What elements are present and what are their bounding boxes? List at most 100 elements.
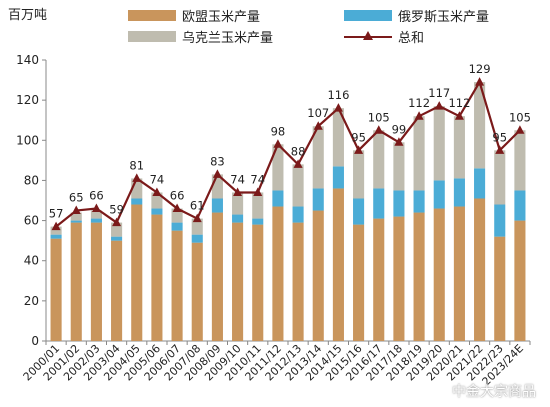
legend-item-eu: 欧盟玉米产量 bbox=[128, 6, 260, 25]
bar-eu bbox=[353, 224, 365, 341]
bar-ua bbox=[232, 192, 244, 215]
total-data-label: 105 bbox=[509, 110, 531, 124]
bar-ru bbox=[514, 190, 526, 221]
total-data-label: 116 bbox=[327, 88, 349, 102]
bar-ua bbox=[373, 130, 385, 189]
bar-ru bbox=[70, 220, 82, 223]
total-data-label: 66 bbox=[170, 189, 185, 203]
bar-ru bbox=[171, 222, 183, 231]
bar-ru bbox=[353, 198, 365, 225]
legend-label-eu: 欧盟玉米产量 bbox=[182, 10, 261, 25]
bar-ru bbox=[272, 190, 284, 207]
bar-ru bbox=[151, 208, 163, 215]
bar-ru bbox=[393, 190, 405, 217]
bar-eu bbox=[433, 208, 445, 341]
total-marker bbox=[132, 173, 142, 182]
total-data-label: 66 bbox=[89, 189, 104, 203]
bar-ua bbox=[70, 212, 82, 221]
total-data-label: 83 bbox=[210, 154, 225, 168]
total-data-label: 112 bbox=[408, 96, 430, 110]
bar-ru bbox=[453, 178, 465, 207]
bar-eu bbox=[413, 212, 425, 341]
y-tick-label: 40 bbox=[24, 254, 39, 268]
bar-ru bbox=[252, 218, 264, 225]
bar-eu bbox=[332, 188, 344, 341]
y-tick-label: 0 bbox=[31, 334, 39, 348]
total-marker bbox=[253, 187, 263, 196]
legend-swatch-ua bbox=[128, 31, 176, 42]
bar-ua bbox=[514, 130, 526, 191]
bar-ru bbox=[292, 206, 304, 223]
bar-ru bbox=[232, 214, 244, 223]
bar-ua bbox=[353, 150, 365, 199]
total-marker bbox=[51, 221, 61, 231]
bar-ua bbox=[272, 144, 284, 191]
bar-eu bbox=[90, 222, 102, 341]
watermark: 中金大宗商品 bbox=[452, 384, 536, 400]
legend-item-ru: 俄罗斯玉米产量 bbox=[344, 6, 489, 25]
legend-label-ru: 俄罗斯玉米产量 bbox=[398, 10, 490, 25]
total-marker bbox=[212, 169, 222, 178]
total-marker bbox=[91, 203, 101, 213]
bar-ua bbox=[312, 126, 324, 189]
bar-eu bbox=[151, 214, 163, 341]
bar-eu bbox=[232, 222, 244, 341]
total-marker bbox=[374, 125, 384, 134]
bar-ru bbox=[90, 218, 102, 223]
total-marker bbox=[233, 187, 243, 196]
bar-eu bbox=[373, 218, 385, 341]
bar-ru bbox=[111, 236, 123, 241]
legend-line-marker bbox=[344, 31, 392, 42]
total-data-label: 105 bbox=[368, 110, 390, 124]
y-tick-label: 60 bbox=[24, 214, 39, 228]
total-marker bbox=[71, 205, 81, 215]
y-tick-label: 140 bbox=[16, 53, 39, 67]
total-line-layer bbox=[51, 77, 525, 231]
bar-ua bbox=[171, 208, 183, 223]
bars-layer bbox=[50, 82, 526, 341]
bar-ru bbox=[312, 188, 324, 211]
bar-eu bbox=[272, 206, 284, 341]
total-data-label: 95 bbox=[492, 130, 507, 144]
bar-ua bbox=[393, 142, 405, 191]
legend-label-total: 总和 bbox=[398, 31, 425, 46]
bar-eu bbox=[252, 224, 264, 341]
bar-eu bbox=[70, 222, 82, 341]
total-marker bbox=[293, 159, 303, 168]
total-marker bbox=[112, 217, 122, 227]
bar-ru bbox=[191, 234, 203, 243]
legend-swatch-eu bbox=[128, 10, 176, 21]
bar-ua bbox=[453, 116, 465, 179]
bar-eu bbox=[191, 242, 203, 341]
bar-ua bbox=[211, 174, 223, 199]
bar-ua bbox=[151, 192, 163, 209]
total-data-label: 95 bbox=[351, 130, 366, 144]
total-marker bbox=[454, 111, 464, 120]
bar-ua bbox=[252, 192, 264, 219]
bar-eu bbox=[111, 240, 123, 341]
total-data-label: 74 bbox=[230, 172, 245, 186]
axes-layer: 0 20 40 60 80 100 120 140 bbox=[16, 53, 531, 348]
bar-eu bbox=[312, 210, 324, 341]
bar-ua bbox=[131, 178, 143, 199]
legend-swatch-ru bbox=[344, 10, 392, 21]
total-data-label: 74 bbox=[250, 172, 265, 186]
bar-ru bbox=[494, 204, 506, 237]
bar-ru bbox=[211, 198, 223, 213]
total-data-label: 117 bbox=[428, 86, 450, 100]
total-marker bbox=[172, 203, 182, 213]
bar-ru bbox=[50, 234, 62, 239]
total-data-label: 129 bbox=[469, 62, 491, 76]
bar-ua bbox=[433, 106, 445, 181]
bar-ua bbox=[50, 226, 62, 235]
bar-ru bbox=[474, 168, 486, 199]
total-data-label: 57 bbox=[49, 207, 64, 221]
total-marker bbox=[495, 145, 505, 154]
legend-item-ua: 乌克兰玉米产量 bbox=[128, 27, 273, 46]
bar-eu bbox=[494, 236, 506, 341]
bar-eu bbox=[171, 230, 183, 341]
bar-ua bbox=[111, 222, 123, 237]
bar-ru bbox=[332, 166, 344, 189]
y-tick-label: 120 bbox=[16, 93, 39, 107]
